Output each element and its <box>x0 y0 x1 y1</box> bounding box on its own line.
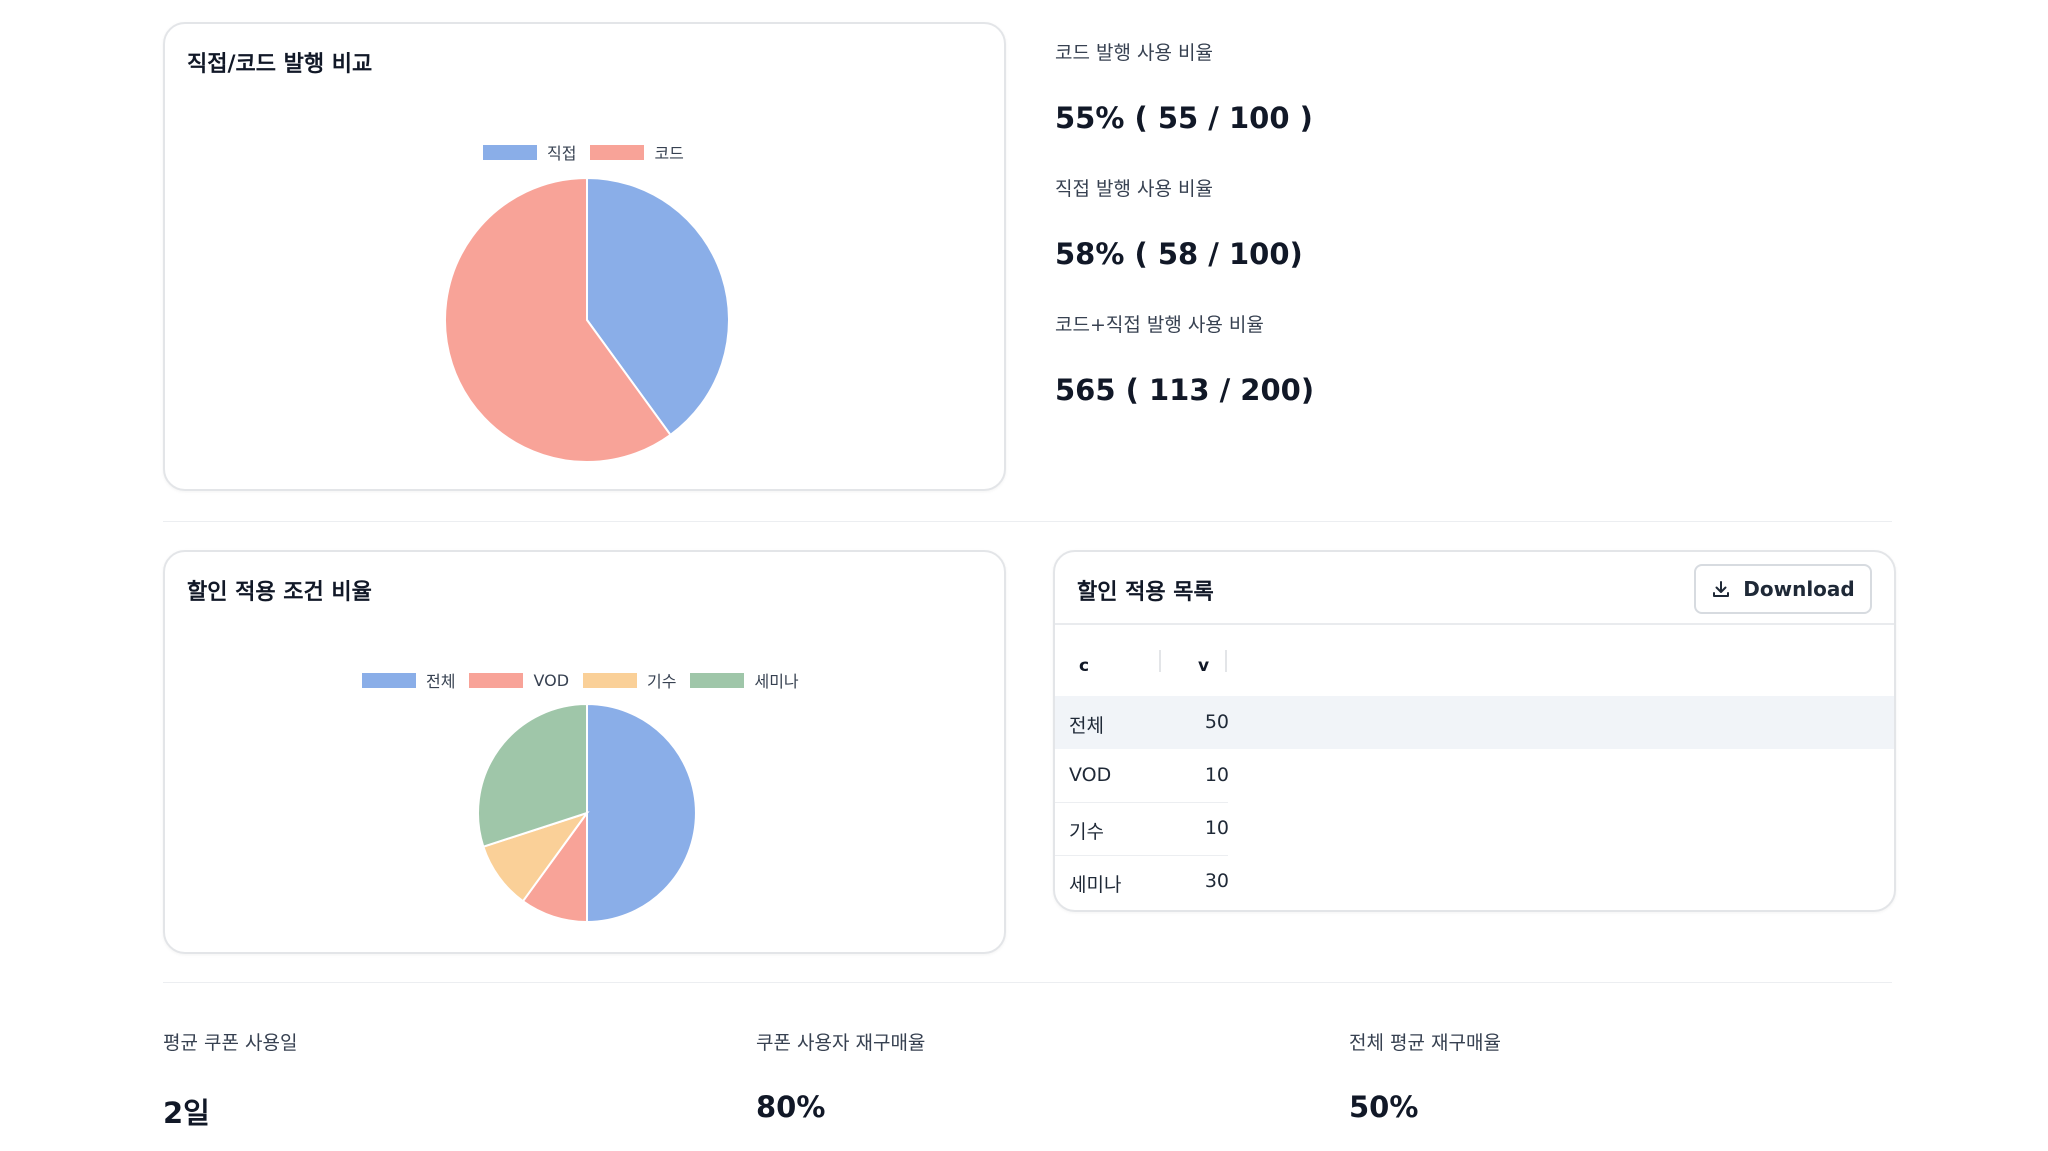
pie-slice-direct[interactable] <box>586 176 730 437</box>
avg-coupon-days-label: 평균 쿠폰 사용일 <box>163 1032 298 1054</box>
column-resize-handle[interactable] <box>1159 650 1161 672</box>
pie-slice-seminar[interactable] <box>477 702 588 848</box>
code-issue-ratio-label: 코드 발행 사용 비율 <box>1055 42 1213 64</box>
cell-c: VOD <box>1069 764 1112 786</box>
condition-pie-chart <box>477 702 697 924</box>
section-divider <box>163 982 1892 983</box>
pie-slice-all[interactable] <box>586 702 697 924</box>
legend-label: VOD <box>533 670 570 690</box>
legend-item-vod[interactable]: VOD <box>469 671 569 690</box>
legend-item-seminar[interactable]: 세미나 <box>690 668 799 692</box>
legend-item-cohort[interactable]: 기수 <box>583 668 676 692</box>
legend-label: 직접 <box>547 144 577 163</box>
coupon-repurchase-value: 80% <box>756 1090 826 1124</box>
legend-swatch <box>590 144 645 160</box>
legend-swatch <box>583 672 638 688</box>
overall-repurchase-value: 50% <box>1349 1090 1419 1124</box>
direct-issue-ratio-label: 직접 발행 사용 비율 <box>1055 178 1213 200</box>
combined-issue-ratio-label: 코드+직접 발행 사용 비율 <box>1055 314 1264 336</box>
legend-swatch <box>469 672 524 688</box>
cell-v: 10 <box>1204 817 1229 839</box>
cell-v: 50 <box>1204 711 1229 733</box>
legend-label: 세미나 <box>754 672 799 691</box>
legend-item-direct[interactable]: 직접 <box>483 140 576 164</box>
legend-label: 전체 <box>426 672 456 691</box>
cell-c: 세미나 <box>1069 874 1122 896</box>
discount-list-card: 할인 적용 목록 Download c v 전체 50 VOD 10 기수 10… <box>1053 550 1896 912</box>
cell-v: 30 <box>1204 870 1229 892</box>
issue-comparison-title: 직접/코드 발행 비교 <box>187 52 373 77</box>
condition-legend: 전체 VOD 기수 세미나 <box>362 668 799 692</box>
table-row[interactable]: VOD 10 <box>1055 749 1229 802</box>
table-card-header: 할인 적용 목록 Download <box>1055 552 1894 625</box>
legend-swatch <box>483 144 537 160</box>
row-divider <box>1055 802 1228 803</box>
cell-v: 10 <box>1204 764 1229 786</box>
download-label: Download <box>1743 577 1855 601</box>
legend-item-code[interactable]: 코드 <box>590 140 684 164</box>
column-header-c[interactable]: c <box>1079 656 1090 676</box>
discount-condition-card: 할인 적용 조건 비율 전체 VOD 기수 세미나 <box>163 550 1006 954</box>
legend-swatch <box>690 672 745 688</box>
table-row[interactable]: 전체 50 <box>1055 696 1894 749</box>
issue-comparison-card: 직접/코드 발행 비교 직접 코드 <box>163 22 1006 491</box>
download-button[interactable]: Download <box>1694 564 1872 614</box>
column-resize-handle[interactable] <box>1225 650 1227 672</box>
avg-coupon-days-value: 2일 <box>163 1096 210 1130</box>
code-issue-ratio-value: 55% ( 55 / 100 ) <box>1055 101 1313 135</box>
legend-item-all[interactable]: 전체 <box>362 668 455 692</box>
section-divider <box>163 521 1892 522</box>
legend-label: 기수 <box>647 672 677 691</box>
table-row[interactable]: 기수 10 <box>1055 802 1229 855</box>
issue-legend: 직접 코드 <box>483 140 684 164</box>
coupon-repurchase-label: 쿠폰 사용자 재구매율 <box>756 1032 926 1054</box>
row-divider <box>1055 855 1228 856</box>
overall-repurchase-label: 전체 평균 재구매율 <box>1349 1032 1501 1054</box>
combined-issue-ratio-value: 565 ( 113 / 200) <box>1055 373 1315 407</box>
cell-c: 전체 <box>1069 715 1104 737</box>
download-icon <box>1713 581 1730 597</box>
discount-list-title: 할인 적용 목록 <box>1077 580 1214 605</box>
discount-condition-title: 할인 적용 조건 비율 <box>187 580 372 605</box>
cell-c: 기수 <box>1069 821 1104 843</box>
column-header-v[interactable]: v <box>1198 656 1210 676</box>
issue-pie-chart <box>444 176 730 463</box>
table-row[interactable]: 세미나 30 <box>1055 855 1229 908</box>
legend-swatch <box>362 672 416 688</box>
legend-label: 코드 <box>654 144 684 163</box>
direct-issue-ratio-value: 58% ( 58 / 100) <box>1055 237 1303 271</box>
pie-slice-code[interactable] <box>444 176 672 463</box>
